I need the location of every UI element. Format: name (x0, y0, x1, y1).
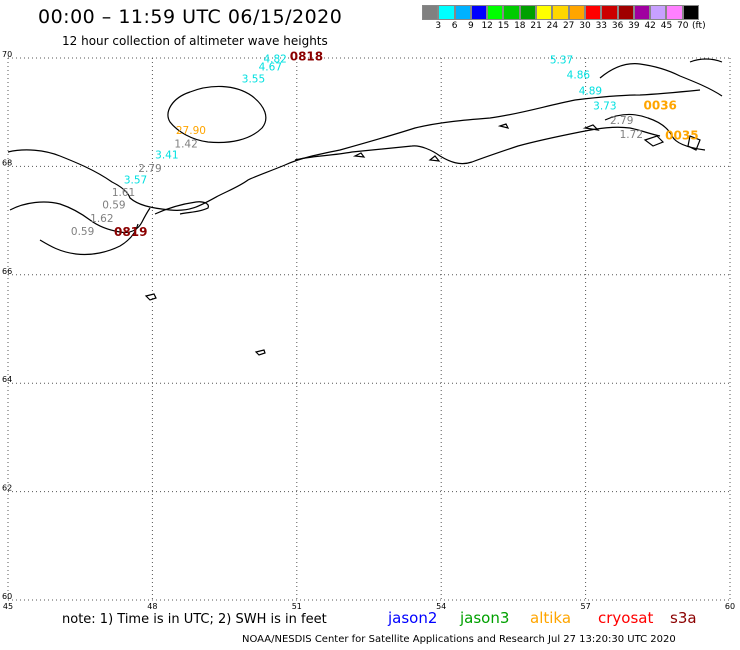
swh-value: 2.79 (138, 163, 161, 175)
color-legend-label: 15 (497, 21, 510, 31)
swh-value: 5.37 (550, 54, 573, 66)
coastline-novaya-zemlya (599, 58, 723, 151)
color-legend-labels: 3 6 9 12 15 18 21 24 27 30 33 36 39 42 45 70 (ft) (422, 20, 740, 34)
coastline-white-sea (9, 201, 151, 256)
color-swatch (470, 5, 488, 20)
color-swatch (568, 5, 585, 20)
color-swatch (503, 5, 520, 20)
lat-tick-label: 62 (2, 484, 12, 493)
color-swatch (519, 5, 537, 20)
color-legend: 3 6 9 12 15 18 21 24 27 30 33 36 39 42 45 70 (ft) (422, 5, 740, 34)
chart-title: 00:00 – 11:59 UTC 06/15/2020 (38, 6, 343, 28)
color-swatch (584, 5, 602, 20)
pass-time-label: 0035 (665, 128, 698, 142)
pass-time-label: 0036 (644, 98, 677, 112)
color-swatch (617, 5, 634, 20)
lon-tick-label: 54 (436, 602, 446, 611)
color-legend-label: 36 (611, 21, 624, 31)
color-legend-label: 3 (435, 21, 442, 31)
lat-tick-label: 70 (2, 50, 12, 59)
coastline (7, 58, 723, 356)
color-legend-swatches (422, 5, 740, 20)
swh-value: 4.86 (567, 70, 591, 82)
coastline-pechora (294, 126, 661, 165)
lon-tick-label: 45 (3, 602, 13, 611)
coastline-islands (144, 123, 701, 356)
lat-tick-label: 66 (2, 267, 12, 276)
color-swatch (422, 5, 439, 20)
lon-tick-label: 48 (147, 602, 157, 611)
color-legend-label: 9 (468, 21, 474, 31)
swh-value: 1.42 (174, 138, 197, 150)
coastline-kolguev (167, 85, 267, 144)
satellite-altika: altika (530, 609, 572, 627)
color-swatch (650, 5, 667, 20)
color-legend-label: 45 (660, 21, 673, 31)
color-swatch (601, 5, 618, 20)
swh-value: 1.72 (620, 129, 643, 141)
lat-tick-label: 60 (2, 592, 12, 601)
pass-time-label: 0818 (290, 50, 323, 64)
color-swatch (552, 5, 569, 20)
swh-value: 3.57 (124, 175, 147, 187)
color-legend-unit: (ft) (692, 21, 706, 31)
swh-value: 3.73 (593, 100, 616, 112)
lat-tick-label: 64 (2, 375, 12, 384)
lon-tick-label: 51 (292, 602, 302, 611)
lat-tick-label: 68 (2, 158, 12, 167)
color-legend-label: 33 (595, 21, 608, 31)
swh-values: 4.824.673.5527.901.423.412.793.571.610.5… (71, 53, 643, 238)
pass-times: 0818 0819 0036 0035 (114, 50, 699, 239)
satellite-jason3: jason3 (460, 609, 510, 627)
swh-value: 4.89 (579, 85, 602, 97)
satellite-cryosat: cryosat (598, 609, 654, 627)
lon-tick-label: 60 (725, 602, 735, 611)
swh-value: 4.82 (263, 53, 286, 65)
color-legend-label: 12 (481, 21, 493, 31)
color-swatch (666, 5, 683, 20)
swh-value: 3.41 (155, 149, 178, 161)
map-grid: 45 48 51 54 57 60 60 62 64 66 68 70 (2, 50, 735, 611)
lon-tick-label: 57 (581, 602, 591, 611)
color-swatch (633, 5, 651, 20)
color-legend-label: 27 (562, 21, 575, 31)
swh-value: 2.79 (610, 115, 633, 127)
color-legend-label: 24 (546, 21, 559, 31)
credit-line: NOAA/NESDIS Center for Satellite Applica… (242, 634, 676, 645)
color-legend-label: 21 (530, 21, 542, 31)
footnote: note: 1) Time is in UTC; 2) SWH is in fe… (62, 612, 327, 627)
chart-subtitle: 12 hour collection of altimeter wave hei… (62, 34, 328, 48)
color-legend-label: 6 (451, 21, 458, 31)
swh-value: 3.55 (242, 73, 265, 85)
swh-value: 1.61 (112, 187, 135, 199)
swh-value: 27.90 (176, 125, 206, 137)
swh-value: 0.59 (102, 200, 125, 212)
coastline-kola (7, 89, 701, 211)
satellite-jason2: jason2 (388, 609, 438, 627)
coastline-kanin (154, 201, 209, 215)
color-swatch (438, 5, 455, 20)
color-swatch (454, 5, 471, 20)
swh-value: 4.67 (259, 61, 282, 73)
color-swatch (536, 5, 553, 20)
color-swatch (682, 5, 700, 20)
color-legend-label: 30 (579, 21, 591, 31)
swh-value: 1.62 (90, 213, 113, 225)
swh-value: 0.59 (71, 226, 94, 238)
color-legend-label: 39 (628, 21, 640, 31)
satellite-s3a: s3a (670, 609, 697, 627)
color-swatch (487, 5, 504, 20)
pass-time-label: 0819 (114, 225, 147, 239)
color-legend-label: 42 (644, 21, 656, 31)
color-legend-label: 18 (514, 21, 526, 31)
color-legend-label: 70 (677, 21, 689, 31)
